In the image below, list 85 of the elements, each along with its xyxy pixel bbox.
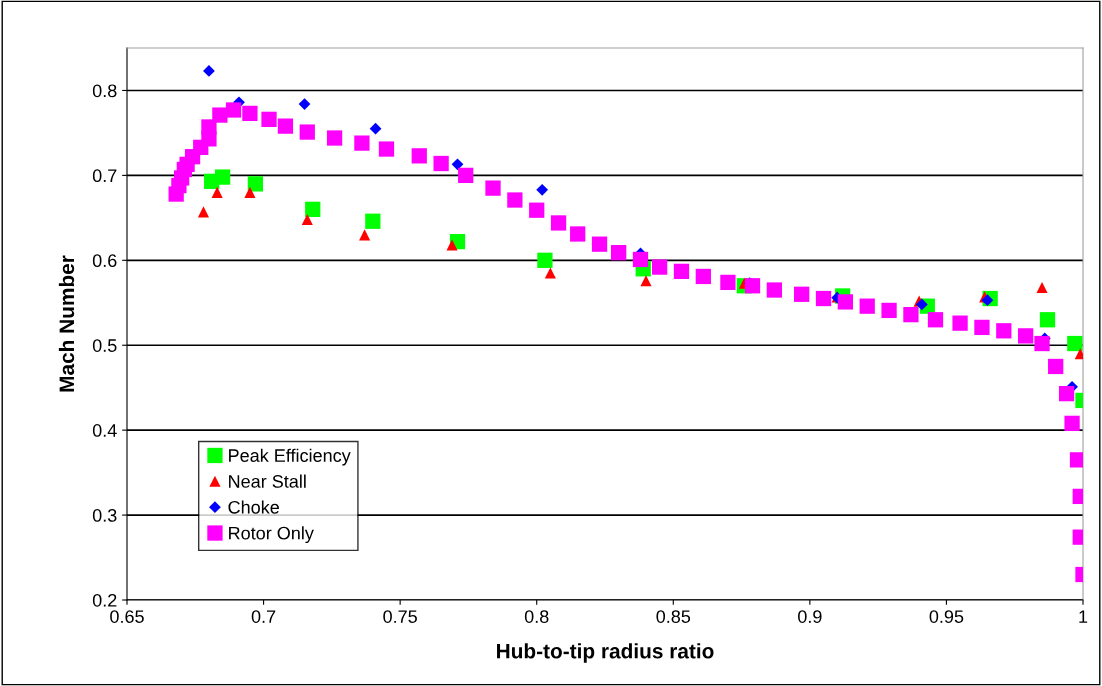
point [981,294,994,307]
x-tick-label: 0.75 [383,610,417,623]
point [881,302,897,319]
point [433,155,449,172]
point [720,274,736,291]
x-tick-label: 0.95 [929,610,964,623]
x-tick-label: 0.85 [656,610,691,623]
y-tick-label: 0.5 [92,339,117,352]
point [301,213,313,226]
point [1067,335,1083,352]
point [201,119,217,135]
legend-label: Rotor Only [229,526,314,544]
point [744,278,761,294]
point [354,135,370,151]
point [537,252,553,268]
point [211,186,223,198]
legend-label: Choke [228,500,279,514]
point [326,130,343,146]
point [915,298,928,311]
y-tick-label: 0.6 [92,254,117,268]
point [1064,415,1080,431]
point [298,98,311,110]
point [1069,452,1083,468]
point [214,169,231,185]
point [651,259,668,275]
legend-label: Peak Efficiency [229,448,351,466]
point [225,102,242,118]
point [974,319,990,336]
point [1058,386,1075,402]
point [550,215,567,231]
point [1039,312,1056,328]
point [673,263,690,279]
point [247,176,264,192]
point [794,286,810,302]
point [611,245,627,261]
y-tick-label: 0.2 [92,593,117,607]
point [451,158,464,171]
x-tick-label: 0.65 [110,610,144,623]
x-tick-label: 0.9 [798,610,822,623]
point [369,122,382,135]
point [203,65,215,77]
point [507,192,523,208]
point [1034,335,1050,352]
point [927,312,944,328]
point [378,141,395,157]
point [1036,281,1048,294]
point [365,213,381,229]
x-tick-label: 0.8 [524,610,549,623]
point [996,323,1012,339]
point [1048,358,1064,375]
point [640,275,652,287]
point [277,118,294,134]
x-axis-title: Hub-to-tip radius ratio [497,643,714,663]
point [536,183,549,196]
y-axis-title: Mach Number [58,255,75,392]
y-tick-label: 0.7 [92,169,117,183]
y-tick-label: 0.8 [92,84,117,98]
point [197,206,210,218]
point [305,201,321,217]
y-tick-label: 0.3 [92,509,117,522]
point [411,148,427,164]
point [244,186,256,198]
point [837,294,853,310]
point [299,124,315,140]
y-tick-label: 0.4 [92,424,117,437]
legend-label: Near Stall [229,474,306,488]
point [766,282,782,298]
point [815,290,832,307]
point [695,268,711,285]
point [261,111,277,127]
point [242,105,258,122]
point [544,267,556,279]
point [570,226,586,242]
point [952,315,968,331]
point [458,167,474,184]
point [903,307,919,323]
point [632,251,649,268]
point [529,202,545,218]
point [859,298,875,314]
point [212,107,228,123]
point [485,180,501,196]
x-tick-label: 1 [1079,610,1088,623]
point [591,236,608,252]
x-tick-label: 0.7 [251,610,276,623]
point [1018,328,1034,344]
